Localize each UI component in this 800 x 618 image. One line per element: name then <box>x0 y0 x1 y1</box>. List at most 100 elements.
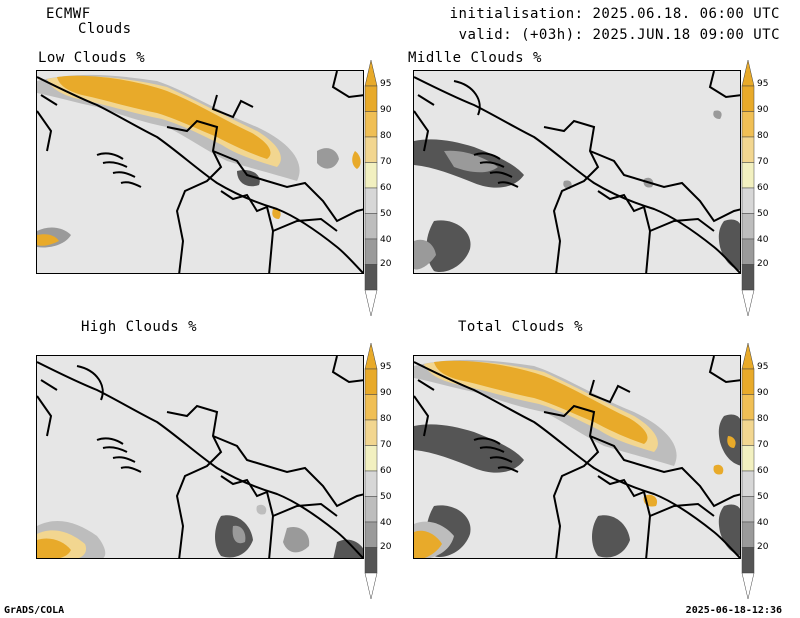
colorbar-label-20: 20 <box>380 259 392 269</box>
colorbar-label-90: 90 <box>380 388 392 398</box>
panel-title-low: Low Clouds % <box>38 50 146 66</box>
colorbar-label-80: 80 <box>757 131 769 141</box>
colorbar-swatch <box>364 162 378 189</box>
colorbar-label-60: 60 <box>757 183 769 193</box>
colorbar-swatch <box>741 85 755 112</box>
borders <box>414 356 740 558</box>
panel-title-total: Total Clouds % <box>458 319 584 335</box>
colorbar-label-80: 80 <box>757 414 769 424</box>
valid-time: valid: (+03h): 2025.JUN.18 09:00 UTC <box>458 27 780 43</box>
colorbar-swatch <box>741 187 755 214</box>
colorbar-label-60: 60 <box>757 466 769 476</box>
colorbar-swatch <box>741 547 755 574</box>
colorbar-swatch <box>364 368 378 395</box>
colorbar-bottom-arrow <box>741 572 755 600</box>
colorbar-swatch <box>364 264 378 291</box>
colorbar-swatch <box>741 136 755 163</box>
panel-title-high: High Clouds % <box>81 319 198 335</box>
colorbar-swatch <box>741 111 755 138</box>
colorbar-label-90: 90 <box>380 105 392 115</box>
colorbar-label-95: 95 <box>380 362 392 372</box>
colorbar-label-40: 40 <box>380 235 392 245</box>
middle-cloud-shading <box>414 110 740 273</box>
colorbar-label-20: 20 <box>757 542 769 552</box>
colorbar-top-arrow <box>741 342 755 370</box>
colorbar-swatch <box>364 547 378 574</box>
high-cloud-shading <box>37 504 363 558</box>
colorbar-label-95: 95 <box>380 79 392 89</box>
colorbar-label-50: 50 <box>380 209 392 219</box>
colorbar-swatch <box>364 187 378 214</box>
colorbar-swatches <box>741 342 755 600</box>
colorbar-swatch <box>741 394 755 421</box>
colorbar-label-40: 40 <box>757 518 769 528</box>
colorbar-swatch <box>741 445 755 472</box>
colorbar-label-70: 70 <box>380 157 392 167</box>
high-clouds-map <box>36 355 364 559</box>
colorbar-label-20: 20 <box>380 542 392 552</box>
colorbar-label-70: 70 <box>380 440 392 450</box>
colorbar-top-right: 95 90 80 70 60 50 40 20 <box>741 59 781 317</box>
init-time: initialisation: 2025.06.18. 06:00 UTC <box>449 6 780 22</box>
colorbar-label-40: 40 <box>380 518 392 528</box>
colorbar-swatch <box>741 470 755 497</box>
model-name: ECMWF <box>46 6 91 22</box>
colorbar-bottom-left: 95 90 80 70 60 50 40 20 <box>364 342 404 600</box>
colorbar-label-90: 90 <box>757 388 769 398</box>
borders <box>414 71 740 273</box>
colorbar-swatch <box>364 496 378 523</box>
colorbar-label-50: 50 <box>380 492 392 502</box>
colorbar-swatch <box>364 394 378 421</box>
colorbar-swatch <box>364 419 378 446</box>
colorbar-label-20: 20 <box>757 259 769 269</box>
colorbar-label-80: 80 <box>380 414 392 424</box>
colorbar-swatch <box>741 521 755 548</box>
colorbar-top-left: 95 90 80 70 60 50 40 20 <box>364 59 404 317</box>
colorbar-swatch <box>364 213 378 240</box>
borders <box>37 356 363 558</box>
total-clouds-map <box>413 355 741 559</box>
colorbar-label-50: 50 <box>757 492 769 502</box>
colorbar-bottom-right: 95 90 80 70 60 50 40 20 <box>741 342 781 600</box>
colorbar-label-60: 60 <box>380 466 392 476</box>
colorbar-bottom-arrow <box>741 289 755 317</box>
colorbar-label-95: 95 <box>757 362 769 372</box>
product-name: Clouds <box>78 21 132 37</box>
colorbar-swatches <box>364 342 378 600</box>
colorbar-top-arrow <box>364 59 378 87</box>
colorbar-swatch <box>364 238 378 265</box>
colorbar-swatch <box>741 162 755 189</box>
total-cloud-shading <box>414 359 740 558</box>
borders <box>37 71 363 273</box>
colorbar-swatch <box>741 213 755 240</box>
colorbar-swatch <box>364 445 378 472</box>
colorbar-label-40: 40 <box>757 235 769 245</box>
colorbar-swatch <box>364 470 378 497</box>
colorbar-swatch <box>741 264 755 291</box>
footer-credit: GrADS/COLA <box>4 605 65 616</box>
colorbar-bottom-arrow <box>364 289 378 317</box>
colorbar-label-70: 70 <box>757 157 769 167</box>
colorbar-swatch <box>364 85 378 112</box>
colorbar-swatch <box>741 419 755 446</box>
colorbar-label-70: 70 <box>757 440 769 450</box>
middle-clouds-map <box>413 70 741 274</box>
colorbar-label-90: 90 <box>757 105 769 115</box>
colorbar-label-50: 50 <box>757 209 769 219</box>
footer-timestamp: 2025-06-18-12:36 <box>685 605 782 616</box>
colorbar-swatch <box>741 238 755 265</box>
colorbar-swatch <box>364 111 378 138</box>
colorbar-label-60: 60 <box>380 183 392 193</box>
panel-title-middle: Midlle Clouds % <box>408 50 542 66</box>
colorbar-swatch <box>741 368 755 395</box>
colorbar-label-95: 95 <box>757 79 769 89</box>
colorbar-swatches <box>364 59 378 317</box>
colorbar-swatches <box>741 59 755 317</box>
low-clouds-map <box>36 70 364 274</box>
low-cloud-shading <box>37 74 361 248</box>
colorbar-top-arrow <box>741 59 755 87</box>
colorbar-top-arrow <box>364 342 378 370</box>
colorbar-label-80: 80 <box>380 131 392 141</box>
colorbar-swatch <box>364 521 378 548</box>
colorbar-bottom-arrow <box>364 572 378 600</box>
